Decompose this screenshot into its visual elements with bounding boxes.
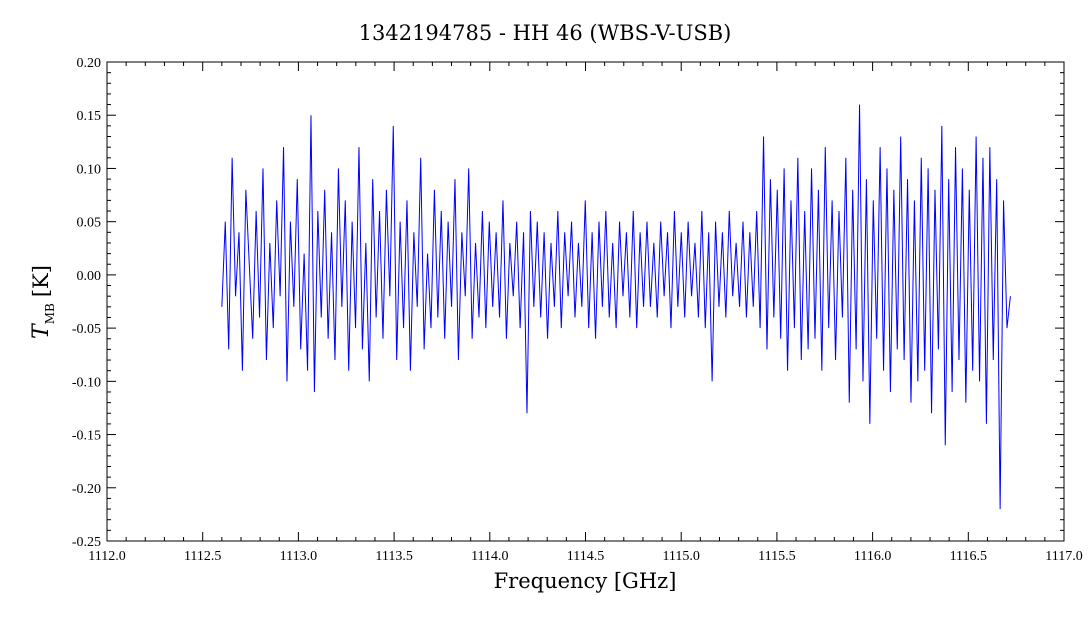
x-tick-label: 1114.5: [567, 549, 604, 564]
chart-title: 1342194785 - HH 46 (WBS-V-USB): [359, 21, 732, 45]
x-axis-label: Frequency [GHz]: [494, 569, 677, 593]
x-tick-label: 1114.0: [471, 549, 508, 564]
x-tick-label: 1113.0: [280, 549, 317, 564]
x-tick-label: 1117.0: [1045, 549, 1082, 564]
x-tick-label: 1115.0: [662, 549, 699, 564]
y-tick-labels: 0.20 0.15 0.10 0.05 0.00 -0.05 -0.10 -0.15 -0.20…: [72, 56, 101, 550]
x-tick-label: 1112.0: [88, 549, 125, 564]
spectrum-line: [221, 104, 1011, 510]
y-tick-label: 0.05: [77, 216, 102, 231]
y-axis-label: TMB[K]: [29, 265, 57, 339]
x-tick-label: 1112.5: [184, 549, 221, 564]
y-tick-label: -0.10: [72, 375, 101, 390]
y-tick-label: 0.00: [77, 269, 102, 284]
y-tick-label: -0.05: [72, 322, 101, 337]
x-tick-labels: 1112.0 1112.5 1113.0 1113.5 1114.0 1114.5 1115…: [88, 549, 1082, 564]
x-tick-label: 1113.5: [375, 549, 412, 564]
y-tick-label: -0.25: [72, 535, 101, 550]
x-tick-label: 1116.0: [854, 549, 891, 564]
y-tick-label: 0.20: [77, 56, 102, 71]
y-tick-label: -0.15: [72, 429, 101, 444]
y-tick-label: -0.20: [72, 482, 101, 497]
y-tick-label: 0.10: [77, 162, 102, 177]
axis-ticks: [106, 61, 1065, 542]
x-tick-label: 1115.5: [758, 549, 795, 564]
y-tick-label: 0.15: [77, 109, 102, 124]
x-tick-label: 1116.5: [950, 549, 987, 564]
